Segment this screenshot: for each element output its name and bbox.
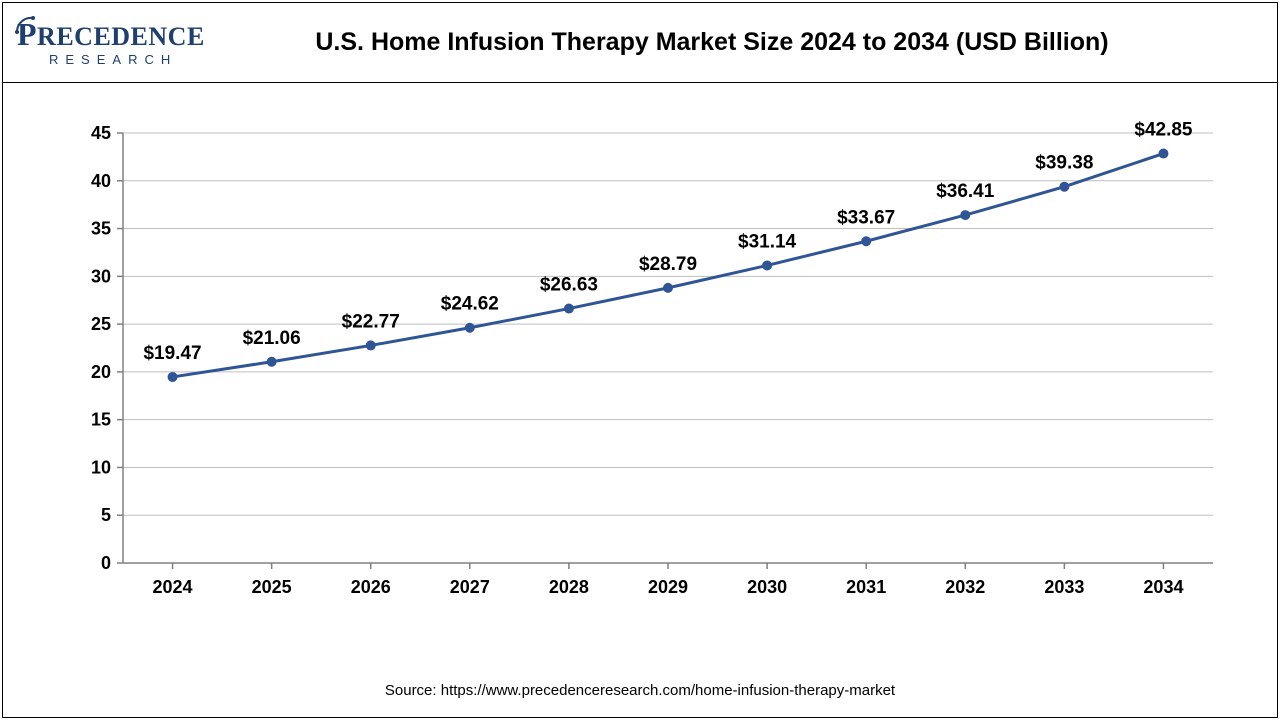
series-marker <box>168 372 177 381</box>
y-tick-label: 35 <box>91 219 111 239</box>
y-tick-label: 10 <box>91 457 111 477</box>
data-label: $42.85 <box>1134 120 1193 141</box>
x-tick-label: 2024 <box>153 577 193 597</box>
series-marker <box>1060 182 1069 191</box>
x-tick-label: 2026 <box>351 577 391 597</box>
y-tick-label: 30 <box>91 266 111 286</box>
series-marker <box>763 261 772 270</box>
series-marker <box>267 357 276 366</box>
x-tick-label: 2034 <box>1143 577 1183 597</box>
x-tick-label: 2033 <box>1044 577 1084 597</box>
plot-area: 0510152025303540452024202520262027202820… <box>83 123 1233 613</box>
header-row: PRECEDENCE RESEARCH U.S. Home Infusion T… <box>3 3 1277 83</box>
x-tick-label: 2029 <box>648 577 688 597</box>
x-tick-label: 2027 <box>450 577 490 597</box>
chart-title: U.S. Home Infusion Therapy Market Size 2… <box>207 28 1277 57</box>
y-tick-label: 20 <box>91 362 111 382</box>
plot-svg: 0510152025303540452024202520262027202820… <box>83 123 1233 613</box>
x-tick-label: 2031 <box>846 577 886 597</box>
data-label: $31.14 <box>738 231 797 252</box>
y-tick-label: 40 <box>91 171 111 191</box>
logo-arc-icon <box>13 12 37 36</box>
y-tick-label: 0 <box>101 553 111 573</box>
data-label: $24.62 <box>441 294 499 315</box>
series-marker <box>465 323 474 332</box>
series-marker <box>366 341 375 350</box>
x-tick-label: 2025 <box>252 577 292 597</box>
data-label: $21.06 <box>243 328 301 349</box>
data-label: $19.47 <box>143 343 201 364</box>
series-marker <box>1159 149 1168 158</box>
data-label: $22.77 <box>342 311 400 332</box>
data-label: $39.38 <box>1035 153 1093 174</box>
y-tick-label: 45 <box>91 123 111 143</box>
source-text: Source: https://www.precedenceresearch.c… <box>3 682 1277 699</box>
series-marker <box>862 237 871 246</box>
logo: PRECEDENCE RESEARCH <box>17 13 207 73</box>
logo-rest: RECEDENCE <box>37 22 205 51</box>
x-tick-label: 2032 <box>945 577 985 597</box>
x-tick-label: 2028 <box>549 577 589 597</box>
series-marker <box>664 283 673 292</box>
chart-frame: PRECEDENCE RESEARCH U.S. Home Infusion T… <box>2 2 1278 718</box>
data-label: $26.63 <box>540 275 598 296</box>
y-tick-label: 25 <box>91 314 111 334</box>
data-label: $33.67 <box>837 207 895 228</box>
data-label: $28.79 <box>639 254 697 275</box>
series-marker <box>564 304 573 313</box>
logo-sub: RESEARCH <box>49 52 207 67</box>
series-marker <box>961 211 970 220</box>
logo-main: PRECEDENCE <box>17 18 207 50</box>
y-tick-label: 5 <box>101 505 111 525</box>
data-label: $36.41 <box>936 181 995 202</box>
x-tick-label: 2030 <box>747 577 787 597</box>
y-tick-label: 15 <box>91 410 111 430</box>
